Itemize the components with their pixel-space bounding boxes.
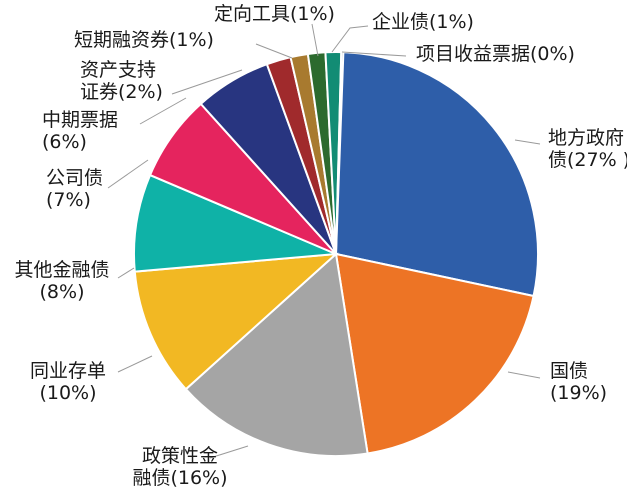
- leader-line-7: [139, 97, 187, 125]
- slice-label-6: 公司债(7%): [46, 167, 103, 211]
- leader-line-3: [209, 445, 249, 459]
- leader-line-1: [514, 139, 541, 145]
- slice-label-3: 政策性金融债(16%): [132, 445, 227, 489]
- slice-label-10: 定向工具(1%): [214, 3, 335, 25]
- leader-line-10: [311, 23, 319, 57]
- slice-label-4: 同业存单(10%): [30, 360, 106, 404]
- slice-label-1: 地方政府债(27% ): [548, 127, 627, 171]
- slice-label-2: 国债(19%): [550, 360, 607, 404]
- pie-slice-2: [334, 252, 535, 455]
- slice-labels: 地方政府债(27% ) 国债(19%) 政策性金融债(16%) 同业存单(10%) 其他…: [14, 3, 627, 489]
- leader-line-2: [507, 371, 541, 379]
- leader-line-12: [341, 51, 407, 57]
- pie-slice-3: [184, 252, 369, 457]
- leader-line-5: [117, 267, 135, 279]
- leader-line-9: [255, 43, 293, 59]
- slice-label-9: 短期融资券(1%): [74, 29, 214, 51]
- leader-line-4: [117, 355, 153, 373]
- leader-line-11: [331, 25, 369, 53]
- slice-label-7: 中期票据(6%): [42, 109, 118, 153]
- pie-slice-5: [133, 173, 337, 273]
- pie-slices: [133, 50, 539, 457]
- slice-label-8: 资产支持证券(2%): [80, 59, 163, 103]
- leader-lines: [107, 23, 541, 459]
- pie-slice-1: [335, 50, 539, 298]
- pie-slice-4: [133, 252, 339, 391]
- leader-line-8: [171, 69, 243, 95]
- slice-label-12: 项目收益票据(0%): [416, 43, 575, 65]
- slice-label-5: 其他金融债(8%): [14, 259, 109, 303]
- slice-label-11: 企业债(1%): [372, 11, 474, 33]
- leader-line-6: [107, 159, 149, 189]
